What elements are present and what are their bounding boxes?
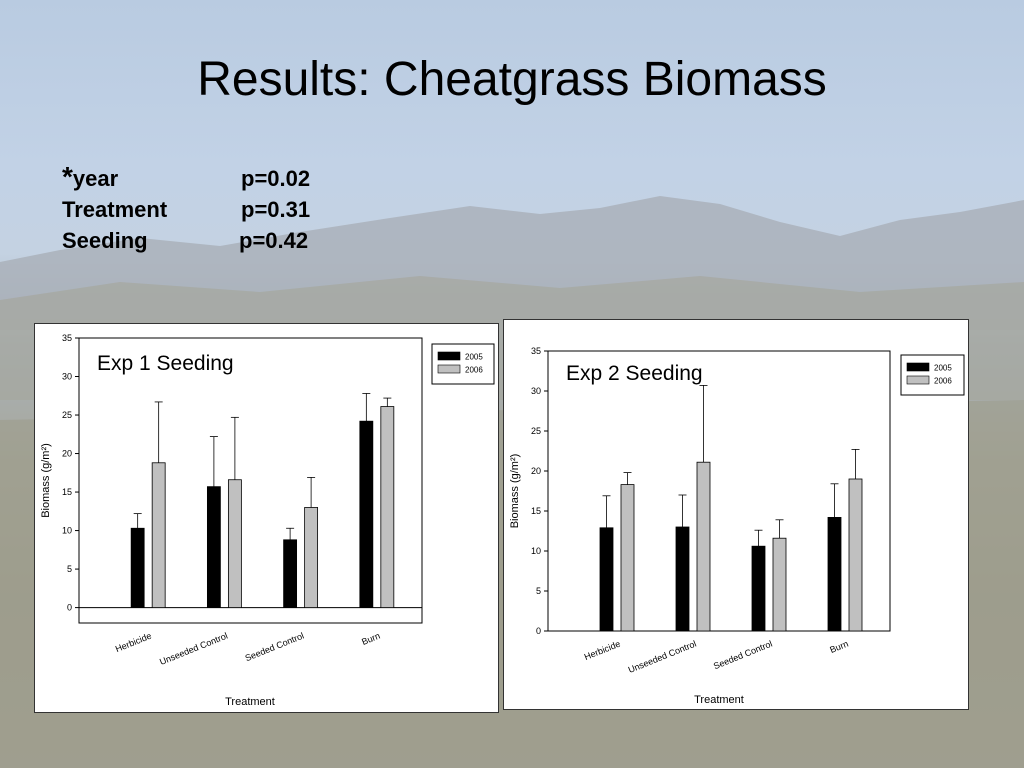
bar-2005 xyxy=(675,526,690,632)
y-axis-label: Biomass (g/m²) xyxy=(509,454,521,529)
stat-label: year xyxy=(72,166,119,191)
y-tick-label: 10 xyxy=(62,526,72,536)
plot-frame xyxy=(547,350,891,632)
chart-panel-exp1: 0 5 10 15 20 25 30 35 Herbicide Unseeded Control S… xyxy=(34,323,499,713)
y-tick-label: 35 xyxy=(62,333,72,343)
category-label: Seeded Control xyxy=(244,631,306,664)
category-label: Burn xyxy=(360,631,381,647)
y-tick-label: 25 xyxy=(62,410,72,420)
legend-swatch-2006 xyxy=(906,375,930,385)
y-tick-label: 25 xyxy=(531,426,541,436)
significance-star: * xyxy=(62,161,73,192)
legend-label: 2006 xyxy=(465,366,483,375)
y-tick-label: 5 xyxy=(536,586,541,596)
legend-box xyxy=(431,343,495,385)
bar-2005 xyxy=(751,545,766,632)
y-tick-label: 15 xyxy=(62,487,72,497)
category-label: Unseeded Control xyxy=(158,631,229,667)
bar-2005 xyxy=(599,527,614,632)
category-label: Burn xyxy=(828,639,849,655)
y-tick-label: 20 xyxy=(62,449,72,459)
bar-2005 xyxy=(283,539,298,608)
y-tick-label: 0 xyxy=(536,626,541,636)
legend-swatch-2005 xyxy=(906,362,930,372)
slide-title: Results: Cheatgrass Biomass xyxy=(197,53,827,106)
category-label: Seeded Control xyxy=(712,639,774,672)
bar-2005 xyxy=(827,516,842,632)
bar-2005 xyxy=(359,420,374,608)
y-tick-label: 35 xyxy=(531,346,541,356)
legend-label: 2005 xyxy=(934,364,952,373)
legend-box xyxy=(900,354,965,396)
category-label: Unseeded Control xyxy=(627,639,698,675)
category-label: Herbicide xyxy=(583,639,622,663)
bar-2006 xyxy=(151,462,166,608)
bar-2006 xyxy=(772,537,787,632)
legend-label: 2006 xyxy=(934,377,952,386)
stat-label: Seeding xyxy=(62,228,148,253)
y-tick-label: 20 xyxy=(531,466,541,476)
y-tick-label: 10 xyxy=(531,546,541,556)
legend-swatch-2006 xyxy=(437,364,461,374)
bar-2006 xyxy=(380,406,395,608)
chart-panel-exp2: 0 5 10 15 20 25 30 35 Herbicide Unseeded Control S… xyxy=(503,319,969,710)
legend-swatch-2005 xyxy=(437,351,461,361)
bar-2006 xyxy=(227,479,242,608)
bar-2005 xyxy=(206,486,221,608)
stat-label: Treatment xyxy=(62,197,168,222)
chart-title: Exp 1 Seeding xyxy=(97,352,234,375)
chart-title: Exp 2 Seeding xyxy=(566,362,703,385)
bar-2006 xyxy=(696,461,711,632)
bar-2006 xyxy=(848,478,863,632)
stat-p-value: p=0.42 xyxy=(239,228,309,253)
bar-2006 xyxy=(304,507,319,608)
y-tick-label: 30 xyxy=(531,386,541,396)
chart-exp1: 0 5 10 15 20 25 30 35 Herbicide Unseeded Control S… xyxy=(40,333,495,708)
y-tick-label: 30 xyxy=(62,372,72,382)
category-label: Herbicide xyxy=(114,631,153,655)
y-tick-label: 15 xyxy=(531,506,541,516)
bar-2005 xyxy=(130,527,145,608)
bar-2006 xyxy=(620,484,635,632)
x-axis-label: Treatment xyxy=(225,696,275,708)
y-axis-label: Biomass (g/m²) xyxy=(40,443,52,518)
legend-label: 2005 xyxy=(465,353,483,362)
plot-frame xyxy=(78,337,423,624)
stat-p-value: p=0.02 xyxy=(241,166,311,191)
x-axis-label: Treatment xyxy=(694,694,744,706)
stat-p-value: p=0.31 xyxy=(241,197,311,222)
chart-exp2: 0 5 10 15 20 25 30 35 Herbicide Unseeded Control S… xyxy=(509,346,965,706)
y-tick-label: 0 xyxy=(67,603,72,613)
y-tick-label: 5 xyxy=(67,564,72,574)
